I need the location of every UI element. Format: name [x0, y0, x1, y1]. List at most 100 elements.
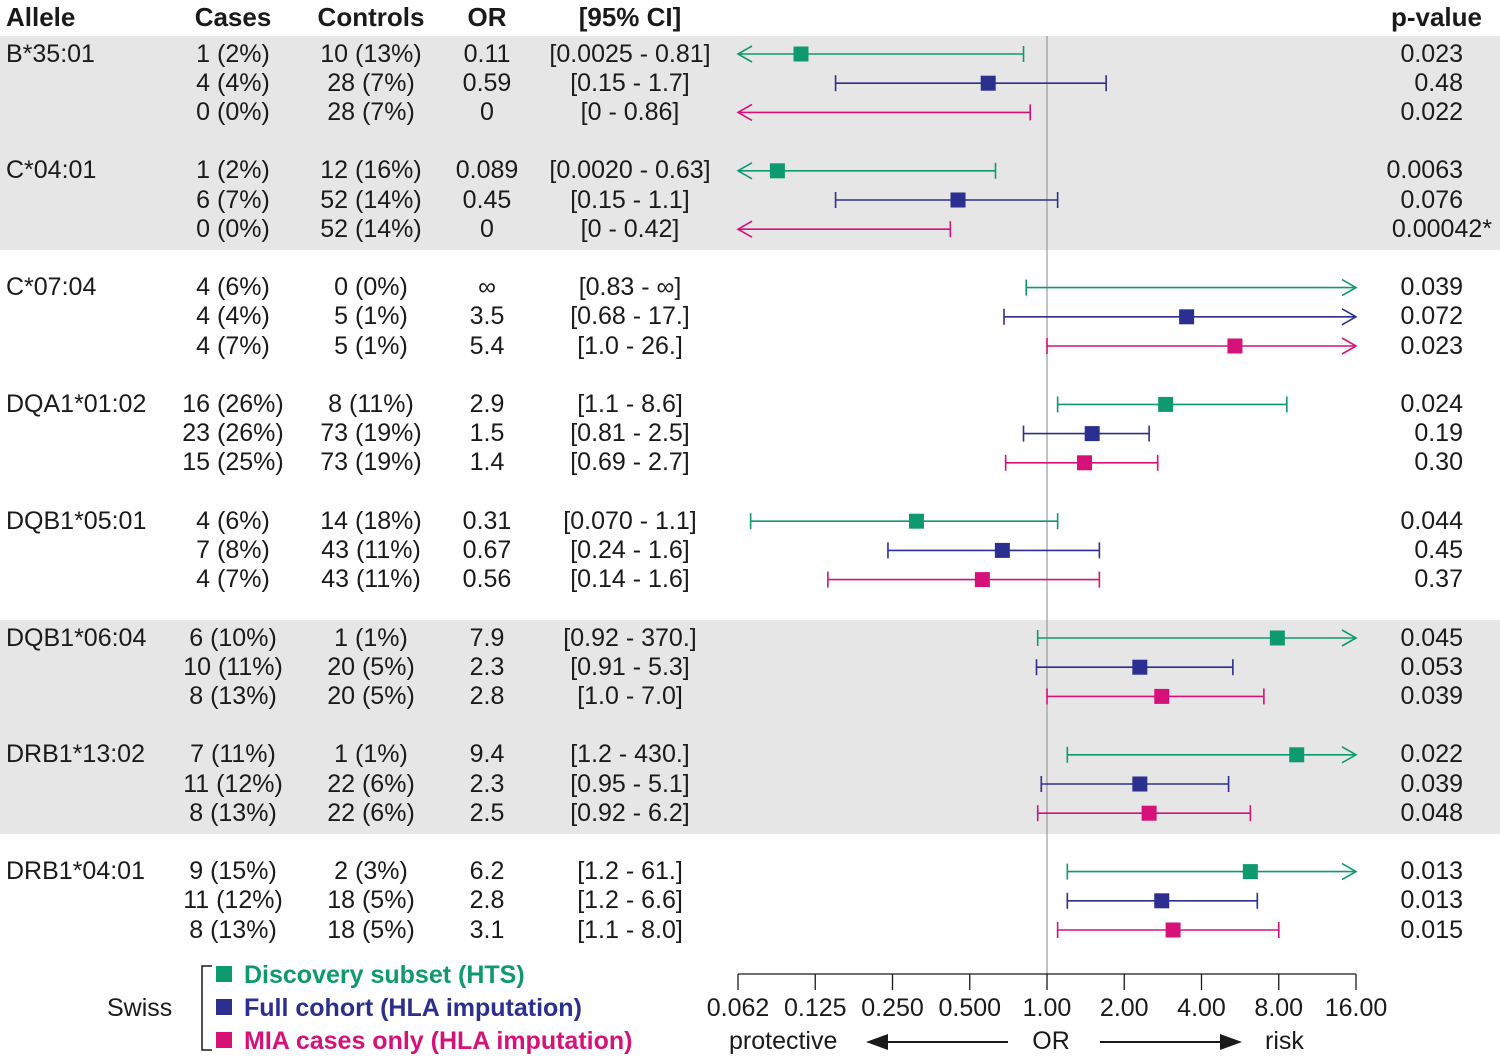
- or-point: [1269, 630, 1285, 646]
- x-tick-label: 4.00: [1177, 994, 1226, 1022]
- or-cell: 0.59: [462, 68, 512, 97]
- ci-cell: [0.69 - 2.7]: [570, 448, 690, 477]
- x-axis-protective-label: protective: [729, 1027, 838, 1055]
- cases-cell: 6 (10%): [189, 623, 277, 652]
- cases-cell: 1 (2%): [196, 156, 270, 185]
- ci-arrow-left: [736, 103, 753, 122]
- controls-cell: 22 (6%): [327, 769, 415, 798]
- cases-cell: 15 (25%): [182, 448, 284, 477]
- or-point: [1289, 747, 1305, 763]
- legend-item: Full cohort (HLA imputation): [216, 994, 582, 1023]
- p-value-cell: 0.048: [1400, 798, 1463, 827]
- or-cell: 1.5: [469, 419, 505, 448]
- header-pvalue: p-value: [1390, 2, 1482, 32]
- cases-cell: 10 (11%): [183, 652, 283, 681]
- ci-arrow-right: [1341, 746, 1358, 764]
- or-cell: 2.3: [469, 769, 505, 798]
- controls-cell: 52 (14%): [320, 185, 422, 214]
- ci-cell: [0.81 - 2.5]: [570, 419, 690, 448]
- ci-cell: [0.070 - 1.1]: [563, 506, 697, 535]
- or-point: [793, 46, 809, 62]
- or-point: [1132, 776, 1148, 792]
- or-cell: 0.089: [455, 156, 519, 185]
- legend-label: MIA cases only (HLA imputation): [244, 1027, 633, 1055]
- or-cell: 5.4: [469, 331, 505, 360]
- cases-cell: 4 (7%): [196, 565, 270, 594]
- cases-cell: 11 (12%): [183, 769, 283, 798]
- or-cell: 0: [480, 214, 494, 243]
- ci-arrow-left: [736, 45, 753, 63]
- cases-cell: 0 (0%): [196, 214, 270, 243]
- ci-cell: [0 - 0.42]: [580, 214, 680, 243]
- ci-cell: [0.92 - 6.2]: [570, 798, 690, 827]
- cases-cell: 7 (8%): [196, 535, 270, 564]
- controls-cell: 2 (3%): [334, 857, 408, 886]
- ci-cell: [0.0020 - 0.63]: [549, 156, 711, 185]
- cases-cell: 23 (26%): [182, 419, 284, 448]
- header-cases: Cases: [194, 2, 272, 32]
- risk-direction-arrow: [1220, 1034, 1242, 1050]
- or-cell: 0.11: [463, 39, 511, 68]
- p-value-cell: 0.076: [1400, 185, 1463, 214]
- p-value-cell: 0.19: [1414, 419, 1463, 448]
- controls-cell: 73 (19%): [320, 419, 422, 448]
- p-value-cell: 0.023: [1400, 39, 1463, 68]
- or-point: [1154, 688, 1170, 704]
- p-value-cell: 0.039: [1400, 681, 1463, 710]
- controls-cell: 73 (19%): [320, 448, 422, 477]
- ci-cell: [1.2 - 61.]: [577, 857, 683, 886]
- allele-label: DRB1*13:02: [6, 740, 145, 769]
- allele-label: DQB1*06:04: [6, 623, 147, 652]
- p-value-cell: 0.37: [1414, 565, 1463, 594]
- header-controls: Controls: [317, 2, 425, 32]
- controls-cell: 43 (11%): [321, 535, 421, 564]
- ci-cell: [1.2 - 6.6]: [577, 886, 683, 915]
- ci-cell: [1.1 - 8.6]: [577, 389, 683, 418]
- allele-label: B*35:01: [6, 39, 95, 68]
- group-shading-band: [0, 36, 1500, 251]
- x-tick-label: 2.00: [1099, 994, 1149, 1022]
- controls-cell: 28 (7%): [327, 68, 415, 97]
- x-axis-risk-label: risk: [1265, 1027, 1304, 1055]
- ci-cell: [0.14 - 1.6]: [570, 565, 690, 594]
- allele-label: C*07:04: [6, 273, 97, 302]
- ci-cell: [0.0025 - 0.81]: [549, 39, 711, 68]
- x-axis-title: OR: [1032, 1027, 1070, 1055]
- p-value-cell: 0.023: [1400, 331, 1463, 360]
- allele-label: DQB1*05:01: [6, 506, 147, 535]
- or-point: [1154, 893, 1170, 909]
- or-cell: 2.8: [469, 886, 505, 915]
- cases-cell: 8 (13%): [189, 798, 277, 827]
- controls-cell: 1 (1%): [334, 740, 408, 769]
- x-tick-label: 0.500: [938, 994, 1002, 1022]
- controls-cell: 1 (1%): [334, 623, 408, 652]
- p-value-cell: 0.022: [1400, 97, 1463, 126]
- header-ci: [95% CI]: [578, 2, 682, 32]
- cases-cell: 9 (15%): [189, 857, 277, 886]
- ci-arrow-right: [1341, 629, 1358, 647]
- or-cell: 9.4: [469, 740, 505, 769]
- or-point: [1242, 864, 1258, 880]
- or-point: [950, 192, 966, 208]
- p-value-cell: 0.045: [1400, 623, 1463, 652]
- cases-cell: 4 (6%): [196, 273, 270, 302]
- ci-arrow-left: [736, 162, 753, 180]
- cases-cell: 4 (6%): [196, 506, 270, 535]
- x-tick-label: 1.00: [1022, 994, 1072, 1022]
- ci-cell: [0.83 - ∞]: [578, 273, 682, 302]
- ci-cell: [0.91 - 5.3]: [570, 652, 690, 681]
- p-value-cell: 0.053: [1400, 652, 1463, 681]
- p-value-cell: 0.015: [1400, 915, 1463, 944]
- or-point: [769, 163, 785, 179]
- cases-cell: 8 (13%): [189, 915, 277, 944]
- header-allele: Allele: [6, 2, 76, 32]
- controls-cell: 43 (11%): [321, 565, 421, 594]
- ci-cell: [0.24 - 1.6]: [570, 535, 690, 564]
- controls-cell: 12 (16%): [320, 156, 422, 185]
- legend-label: Discovery subset (HTS): [244, 961, 525, 989]
- controls-cell: 28 (7%): [327, 97, 415, 126]
- or-cell: 0.31: [462, 506, 512, 535]
- x-tick-label: 0.062: [706, 994, 770, 1022]
